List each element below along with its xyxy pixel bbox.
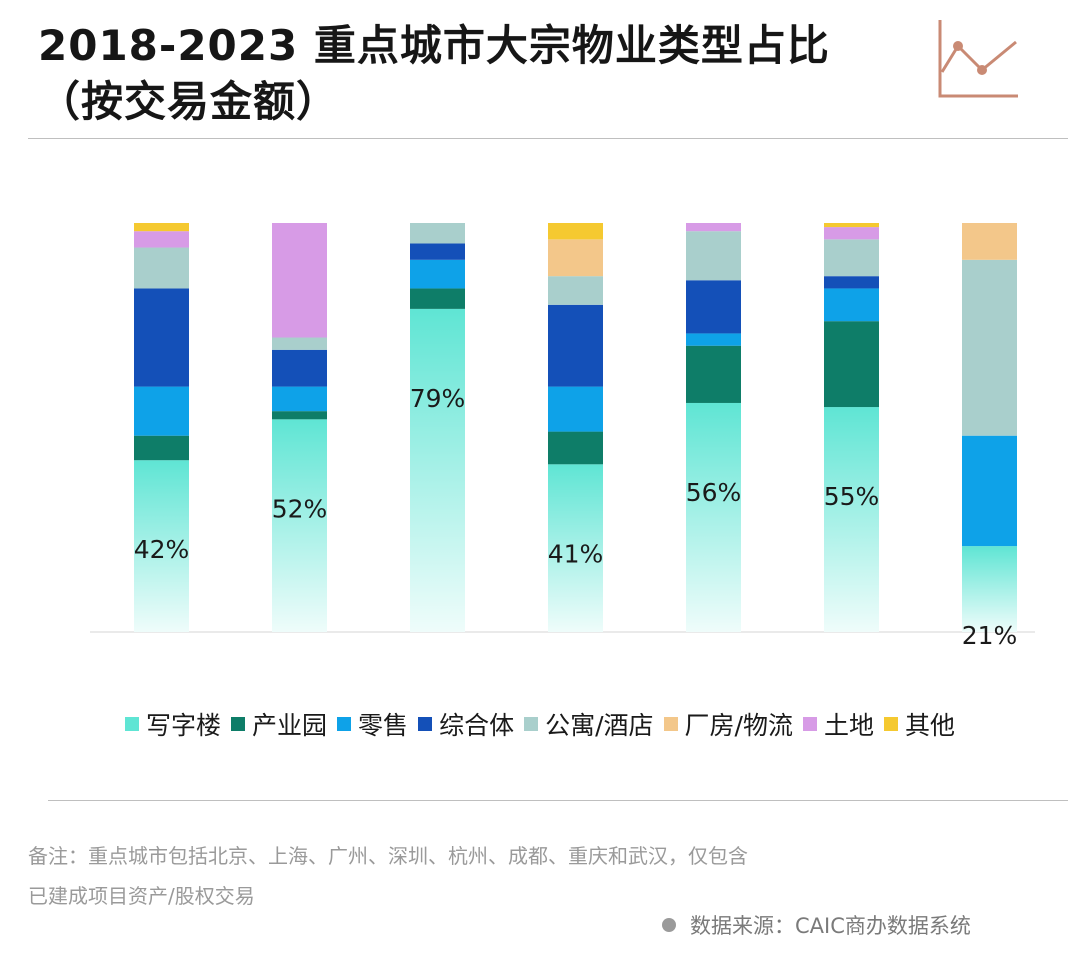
bar-segment-7-5 [962,259,1017,436]
chart-title: 2018-2023 重点城市大宗物业类型占比 （按交易金额） [38,18,830,130]
legend-item-5: 公寓/酒店 [524,706,654,742]
bar-segment-4-6 [548,239,603,277]
bar-segment-4-2 [548,431,603,465]
legend-swatch [125,717,140,731]
legend-label: 综合体 [439,711,515,740]
data-label-7: 21% [962,621,1018,650]
legend-swatch [883,717,898,731]
legend-label: 公寓/酒店 [545,711,654,740]
legend-swatch [802,717,817,731]
bar-segment-1-3 [134,386,189,436]
legend-item-3: 零售 [337,706,408,742]
legend-swatch [663,717,678,731]
bar-segment-1-2 [134,435,189,461]
bar-segment-5-2 [686,345,741,403]
data-label-3: 79% [410,384,466,413]
bar-segment-2-7 [272,223,327,338]
footnote: 备注：重点城市包括北京、上海、广州、深圳、杭州、成都、重庆和武汉，仅包含 已建成… [28,836,928,916]
data-label-6: 55% [824,482,880,511]
data-source-text: 数据来源：CAIC商办数据系统 [690,914,971,938]
bar-segment-4-3 [548,386,603,432]
legend-label: 土地 [823,711,874,740]
bar-segment-4-5 [548,276,603,305]
title-line-2: （按交易金额） [38,77,340,126]
bar-segment-5-3 [686,333,741,346]
legend-label: 厂房/物流 [684,711,793,740]
legend-item-6: 厂房/物流 [663,706,793,742]
bar-fade-7 [962,546,1017,632]
bar-segment-5-5 [686,231,741,281]
bar-segment-5-7 [686,223,741,232]
legend-item-7: 土地 [802,706,874,742]
bar-fade-6 [824,407,879,632]
legend-label: 其他 [904,711,955,740]
bar-segment-6-3 [824,288,879,322]
bar-fade-2 [272,419,327,632]
bar-fade-1 [134,460,189,632]
title-line-1: 2018-2023 重点城市大宗物业类型占比 [38,21,830,70]
bar-segment-1-8 [134,223,189,232]
bar-segment-2-5 [272,337,327,350]
footnote-line-1: 备注：重点城市包括北京、上海、广州、深圳、杭州、成都、重庆和武汉，仅包含 [28,844,748,868]
bar-segment-6-4 [824,276,879,289]
legend-label: 零售 [358,711,409,740]
data-source: 数据来源：CAIC商办数据系统 [662,910,971,940]
bar-segment-7-6 [962,223,1017,260]
line-chart-icon [938,20,1018,98]
bar-segment-3-3 [410,259,465,289]
bar-segment-6-8 [824,223,879,228]
legend-label: 写字楼 [146,711,222,740]
legend-item-4: 综合体 [418,706,514,742]
data-label-1: 42% [134,535,190,564]
bar-segment-1-5 [134,247,189,289]
legend-label: 产业园 [252,711,328,740]
bar-segment-6-7 [824,227,879,240]
legend-swatch [524,717,539,731]
bar-segment-5-4 [686,280,741,334]
bullet-icon [662,918,676,932]
bar-fade-5 [686,402,741,632]
bar-segment-6-2 [824,321,879,408]
footer-divider [48,800,1068,801]
bar-segment-2-4 [272,349,327,387]
bar-segment-3-2 [410,288,465,309]
bar-fade-4 [548,464,603,632]
bar-segment-4-8 [548,223,603,240]
bar-segment-4-4 [548,304,603,387]
legend-item-2: 产业园 [231,706,327,742]
data-label-5: 56% [686,478,742,507]
chart-legend: 写字楼 产业园 零售 综合体 公寓/酒店 厂房/物流 土地 其他 [0,706,1080,742]
legend-swatch [418,717,433,731]
legend-item-1: 写字楼 [125,706,221,742]
bar-segment-2-2 [272,411,327,420]
legend-swatch [337,717,352,731]
stacked-bar-chart: 42% 52% 79% 41% 56% 55% 21% [90,223,1035,650]
data-label-4: 41% [548,539,604,568]
legend-item-8: 其他 [883,706,955,742]
title-divider [28,138,1068,139]
bar-segment-6-5 [824,239,879,277]
data-label-2: 52% [272,494,328,523]
bar-segment-1-4 [134,288,189,387]
bar-segment-1-7 [134,231,189,248]
bar-segment-2-3 [272,386,327,412]
bar-segment-7-3 [962,435,1017,547]
footnote-line-2: 已建成项目资产/股权交易 [28,884,255,908]
legend-swatch [231,717,246,731]
bar-segment-3-5 [410,223,465,244]
bar-segment-3-4 [410,243,465,260]
bar-fade-3 [410,308,465,632]
